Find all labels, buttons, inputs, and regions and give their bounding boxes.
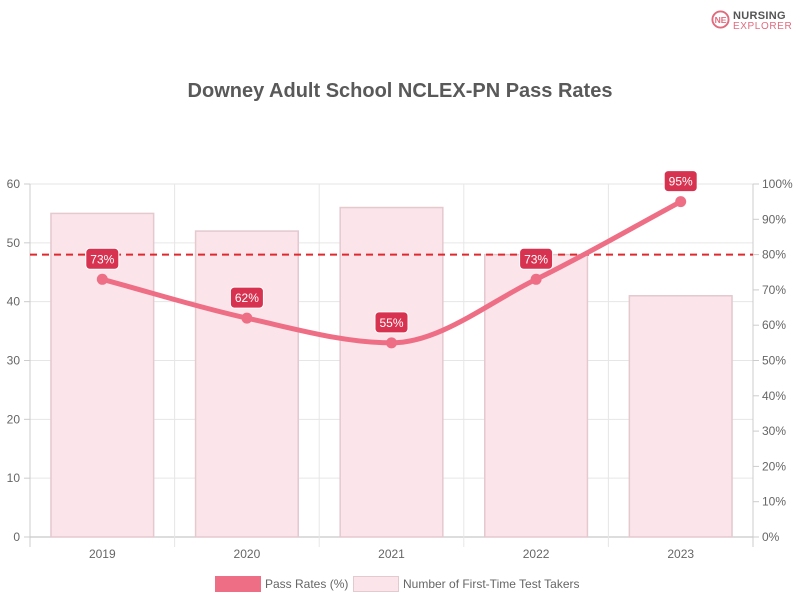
logo-mark-text: NE bbox=[715, 15, 727, 25]
y-left-tick-label: 10 bbox=[7, 471, 21, 485]
point-pass-rate-2023 bbox=[675, 196, 687, 208]
y-right-tick-label: 20% bbox=[762, 459, 786, 473]
data-label-2019: 73% bbox=[90, 252, 114, 266]
pass-rates-chart: 0 10 20 30 40 50 60 0% 10% 20% 30% 40% 50% 60% 70% 80% 9… bbox=[7, 170, 793, 561]
point-pass-rate-2020 bbox=[241, 312, 253, 324]
legend-swatch-pass-rates bbox=[215, 576, 261, 592]
legend-item-pass-rates[interactable]: Pass Rates (%) bbox=[215, 574, 348, 594]
y-right-tick-label: 0% bbox=[762, 530, 780, 544]
legend-swatch-test-takers bbox=[353, 576, 399, 592]
bar-test-takers-2021 bbox=[339, 206, 444, 538]
y-left-tick-label: 50 bbox=[7, 236, 21, 250]
data-label-2022: 73% bbox=[524, 252, 548, 266]
data-label-2021: 55% bbox=[379, 316, 403, 330]
y-right-tick-label: 90% bbox=[762, 212, 786, 226]
chart-legend: Pass Rates (%) Number of First-Time Test… bbox=[0, 574, 800, 594]
data-label-box-2022 bbox=[519, 247, 554, 270]
legend-label-pass-rates: Pass Rates (%) bbox=[265, 577, 349, 591]
logo-text-nursing: NURSING bbox=[733, 10, 786, 22]
x-tick-label-2021: 2021 bbox=[378, 547, 405, 561]
data-label-2020: 62% bbox=[235, 291, 259, 305]
point-pass-rate-2021 bbox=[386, 337, 397, 349]
y-right-tick-label: 40% bbox=[762, 389, 786, 403]
y-left-tick-label: 0 bbox=[13, 530, 20, 544]
y-right-tick-label: 30% bbox=[762, 424, 786, 438]
y-left-tick-label: 60 bbox=[7, 177, 21, 191]
y-right-tick-label: 80% bbox=[762, 248, 786, 262]
y-right-tick-label: 70% bbox=[762, 283, 786, 297]
y-left-tick-label: 30 bbox=[7, 354, 21, 368]
data-label-box-2020 bbox=[229, 286, 264, 309]
nursing-explorer-logo: NE NURSING EXPLORER bbox=[709, 8, 793, 34]
legend-label-test-takers: Number of First-Time Test Takers bbox=[403, 577, 580, 591]
point-pass-rate-2019 bbox=[96, 273, 108, 285]
y-right-tick-label: 60% bbox=[762, 318, 786, 332]
data-label-box-2019 bbox=[85, 247, 120, 270]
logo-text-explorer: EXPLORER bbox=[733, 21, 793, 32]
y-left-tick-label: 20 bbox=[7, 412, 21, 426]
logo-mark-icon: NE bbox=[711, 10, 730, 29]
data-label-2023: 95% bbox=[669, 175, 693, 189]
point-pass-rate-2022 bbox=[530, 273, 542, 285]
x-tick-label-2022: 2022 bbox=[523, 547, 550, 561]
legend-item-test-takers[interactable]: Number of First-Time Test Takers bbox=[353, 574, 579, 594]
y-right-tick-label: 10% bbox=[762, 495, 786, 509]
y-left-tick-label: 40 bbox=[7, 295, 21, 309]
x-tick-label-2023: 2023 bbox=[667, 547, 694, 561]
x-tick-label-2020: 2020 bbox=[234, 547, 261, 561]
x-tick-label-2019: 2019 bbox=[89, 547, 116, 561]
bar-test-takers-2022 bbox=[484, 253, 589, 538]
bar-test-takers-2020 bbox=[194, 230, 299, 538]
chart-title: Downey Adult School NCLEX-PN Pass Rates bbox=[187, 80, 613, 102]
y-right-tick-label: 50% bbox=[762, 354, 786, 368]
bar-test-takers-2023 bbox=[628, 295, 733, 538]
data-label-box-2023 bbox=[663, 170, 698, 193]
y-right-tick-label: 100% bbox=[762, 177, 793, 191]
data-label-box-2021 bbox=[374, 311, 409, 334]
